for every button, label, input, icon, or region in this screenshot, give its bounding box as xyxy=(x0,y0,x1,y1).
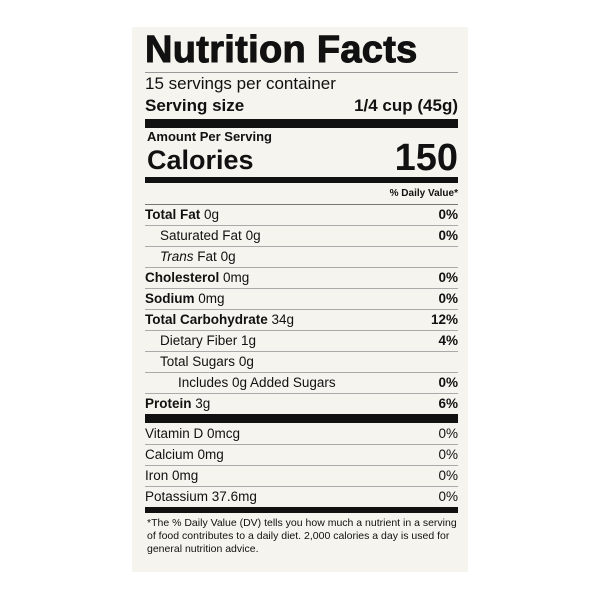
nutrient-dv: 6% xyxy=(438,396,458,411)
calories-label: Calories xyxy=(147,145,254,175)
calories-value: 150 xyxy=(394,137,458,179)
nutrient-row-dietary-fiber: Dietary Fiber 1g 4% xyxy=(145,330,458,351)
nutrient-amount: 0g xyxy=(204,207,220,222)
nutrient-row-added-sugars: Includes 0g Added Sugars 0% xyxy=(145,372,458,393)
vitamin-amount: 37.6mg xyxy=(211,489,257,504)
divider-medium xyxy=(145,507,458,513)
nutrition-facts-label: Nutrition Facts 15 servings per containe… xyxy=(132,27,468,572)
nutrient-name: Dietary Fiber xyxy=(160,333,238,348)
vitamin-row-calcium: Calcium 0mg 0% xyxy=(145,444,458,465)
nutrient-amount: 0g xyxy=(220,249,236,264)
nutrient-name: Total Fat xyxy=(145,207,201,222)
vitamin-dv: 0% xyxy=(438,489,458,504)
divider-medium xyxy=(145,177,458,183)
nutrient-amount: 1g xyxy=(241,333,257,348)
vitamin-row-vitamin-d: Vitamin D 0mcg 0% xyxy=(145,424,458,444)
nutrient-amount: 0g xyxy=(245,228,261,243)
nutrient-amount: 0mg xyxy=(223,270,250,285)
divider-thick xyxy=(145,119,458,128)
vitamin-row-potassium: Potassium 37.6mg 0% xyxy=(145,486,458,507)
serving-size-value: 1/4 cup (45g) xyxy=(354,96,458,115)
vitamin-name: Vitamin D xyxy=(145,426,204,441)
nutrient-row-cholesterol: Cholesterol 0mg 0% xyxy=(145,267,458,288)
nutrient-name: Total Carbohydrate xyxy=(145,312,268,327)
nutrient-name-italic: Trans xyxy=(160,249,194,264)
serving-size: Serving size 1/4 cup (45g) xyxy=(145,95,458,117)
nutrient-amount: 34g xyxy=(271,312,295,327)
nutrient-row-trans-fat: Trans Fat 0g xyxy=(145,246,458,267)
nutrient-name: Fat xyxy=(197,249,217,264)
nutrient-name: Saturated Fat xyxy=(160,228,242,243)
nutrient-dv: 0% xyxy=(438,228,458,243)
nutrient-dv: 0% xyxy=(438,291,458,306)
divider-thick xyxy=(145,414,458,423)
nutrient-dv: 4% xyxy=(438,333,458,348)
amount-per-serving: Amount Per Serving xyxy=(147,129,272,144)
nutrient-name: Total Sugars xyxy=(160,354,236,369)
nutrient-dv: 0% xyxy=(438,270,458,285)
serving-size-label: Serving size xyxy=(145,96,245,115)
nutrient-name: Protein xyxy=(145,396,192,411)
footnote: *The % Daily Value (DV) tells you how mu… xyxy=(147,517,457,555)
vitamin-row-iron: Iron 0mg 0% xyxy=(145,465,458,486)
vitamin-name: Iron xyxy=(145,468,169,483)
label-title: Nutrition Facts xyxy=(145,28,458,73)
vitamin-amount: 0mcg xyxy=(207,426,241,441)
nutrient-amount: 3g xyxy=(195,396,211,411)
daily-value-header: % Daily Value* xyxy=(389,188,458,199)
nutrient-name: Sodium xyxy=(145,291,195,306)
nutrient-name: Includes 0g Added Sugars xyxy=(178,375,336,390)
nutrient-dv: 0% xyxy=(438,375,458,390)
nutrient-amount: 0g xyxy=(238,354,254,369)
nutrient-row-total-fat: Total Fat 0g 0% xyxy=(145,204,458,225)
calories-row: Calories 150 xyxy=(145,139,458,177)
vitamin-dv: 0% xyxy=(438,426,458,441)
nutrient-row-total-carbohydrate: Total Carbohydrate 34g 12% xyxy=(145,309,458,330)
vitamin-dv: 0% xyxy=(438,447,458,462)
vitamin-name: Potassium xyxy=(145,489,209,504)
nutrient-row-total-sugars: Total Sugars 0g xyxy=(145,351,458,372)
nutrient-row-protein: Protein 3g 6% xyxy=(145,393,458,414)
nutrient-amount: 0mg xyxy=(198,291,225,306)
vitamin-name: Calcium xyxy=(145,447,194,462)
nutrient-row-sodium: Sodium 0mg 0% xyxy=(145,288,458,309)
nutrient-row-saturated-fat: Saturated Fat 0g 0% xyxy=(145,225,458,246)
vitamin-dv: 0% xyxy=(438,468,458,483)
nutrient-dv: 12% xyxy=(430,312,458,327)
servings-per-container: 15 servings per container xyxy=(145,74,336,93)
vitamin-amount: 0mg xyxy=(172,468,199,483)
vitamin-amount: 0mg xyxy=(197,447,224,462)
nutrient-dv: 0% xyxy=(438,207,458,222)
nutrient-name: Cholesterol xyxy=(145,270,220,285)
